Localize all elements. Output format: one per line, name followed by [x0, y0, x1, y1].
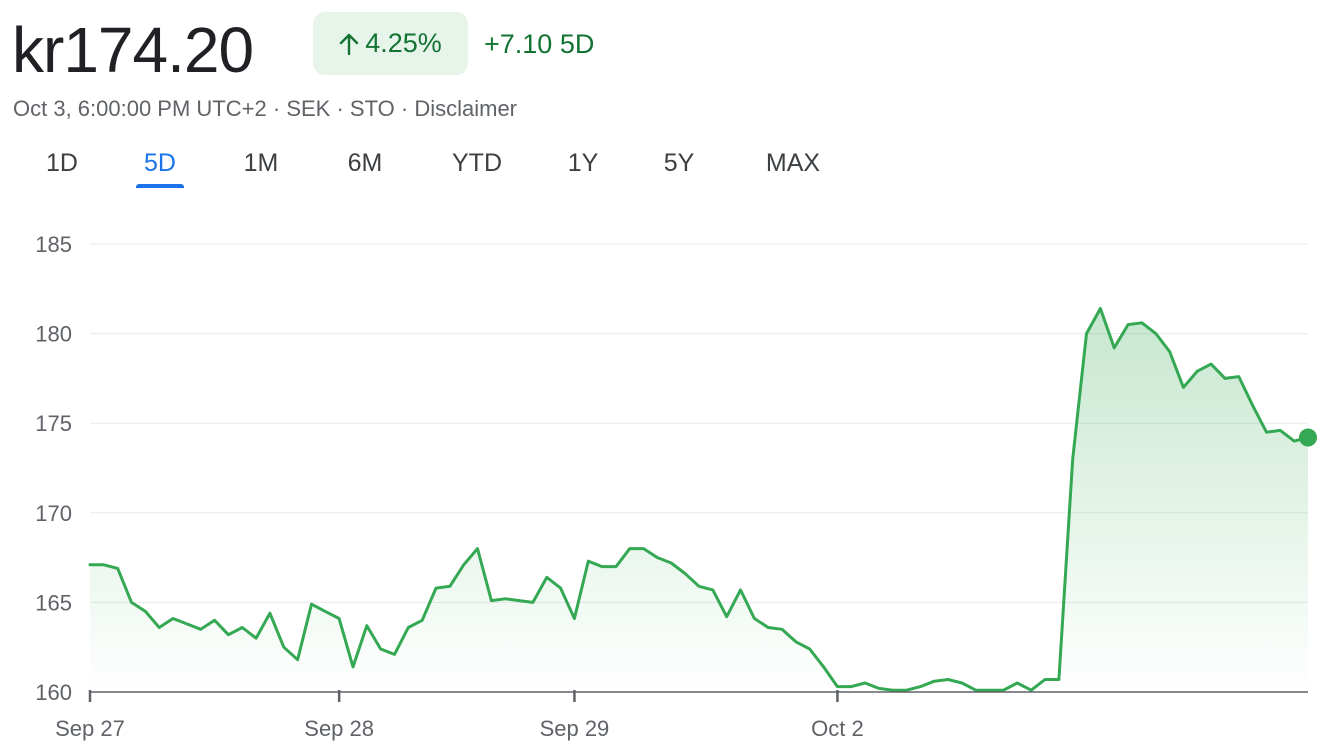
y-tick-label: 165: [35, 590, 72, 615]
tab-6m[interactable]: 6M: [343, 140, 387, 188]
absolute-change: +7.10 5D: [484, 29, 595, 59]
quote-meta: Oct 3, 6:00:00 PM UTC+2 · SEK · STO · Di…: [13, 94, 517, 124]
x-tick-label: Sep 27: [55, 716, 125, 741]
quote-exchange: STO: [349, 96, 395, 121]
price-line: [88, 307, 1310, 692]
y-tick-label: 170: [35, 501, 72, 526]
tab-label: 1M: [243, 149, 279, 177]
y-tick-label: 185: [35, 232, 72, 257]
price-area-fill: [90, 308, 1308, 692]
y-tick-label: 175: [35, 411, 72, 436]
tab-5d[interactable]: 5D: [136, 140, 184, 188]
percent-change-badge: 4.25%: [313, 12, 468, 75]
tab-label: YTD: [452, 149, 502, 177]
current-price: kr174.20: [12, 14, 254, 86]
tab-label: 6M: [347, 149, 383, 177]
active-tab-indicator: [136, 184, 184, 188]
x-axis-ticks: Sep 27 Sep 28 Sep 29 Oct 2: [55, 690, 864, 741]
y-axis-labels: 160 165 170 175 180 185: [35, 232, 72, 705]
quote-timestamp: Oct 3, 6:00:00 PM UTC+2: [13, 96, 267, 121]
tab-1y[interactable]: 1Y: [566, 140, 600, 188]
range-tabs: 1D 5D 1M 6M YTD 1Y 5Y MAX: [0, 140, 900, 190]
tab-1m[interactable]: 1M: [241, 140, 281, 188]
last-price-marker: [1299, 428, 1317, 447]
tab-label: 1D: [46, 149, 78, 177]
x-tick-label: Sep 29: [540, 716, 610, 741]
tab-max[interactable]: MAX: [760, 140, 826, 188]
tab-label: 5Y: [663, 149, 695, 177]
x-tick-label: Sep 28: [304, 716, 374, 741]
tab-1d[interactable]: 1D: [44, 140, 80, 188]
quote-currency: SEK: [286, 96, 331, 121]
meta-separator: ·: [336, 96, 344, 121]
x-tick-label: Oct 2: [811, 716, 864, 741]
tab-ytd[interactable]: YTD: [448, 140, 506, 188]
tab-label: 1Y: [567, 149, 599, 177]
tab-label: MAX: [765, 149, 821, 177]
y-tick-label: 180: [35, 322, 72, 347]
percent-change-value: 4.25%: [365, 28, 442, 58]
tab-5y[interactable]: 5Y: [661, 140, 697, 188]
meta-separator: ·: [272, 96, 281, 121]
arrow-up-icon: [339, 33, 359, 55]
tab-label: 5D: [144, 149, 176, 177]
meta-separator: ·: [400, 96, 409, 121]
disclaimer-link[interactable]: Disclaimer: [414, 96, 518, 121]
y-tick-label: 160: [35, 680, 72, 705]
